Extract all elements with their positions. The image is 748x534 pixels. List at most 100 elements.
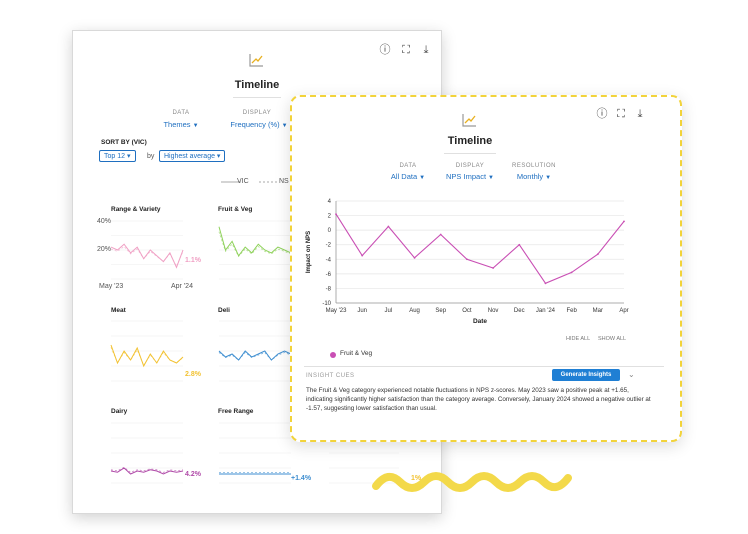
generate-insights-button[interactable]: Generate Insights (552, 369, 620, 381)
x-tick-label: Dec (514, 308, 525, 314)
nps-timeline-card: ⓘ ⛶ ⤓ Timeline DATA All Data ▼ DISPLAY NP… (290, 95, 682, 442)
mini-series-dashed-line (110, 347, 184, 367)
data-point (387, 225, 390, 228)
data-point (361, 254, 364, 257)
y-tick-label: -10 (322, 301, 331, 307)
multiple-title-deli: Deli (218, 307, 230, 314)
x-axis-title: Date (473, 318, 487, 325)
data-dropdown[interactable]: Themes ▼ (163, 120, 199, 129)
sort-by-text: by (147, 153, 155, 160)
data-point (596, 253, 599, 256)
card-title: Timeline (234, 79, 280, 91)
sort-order-dropdown[interactable]: Highest average ▾ (159, 150, 226, 162)
expand-icon[interactable]: ⛶ (617, 108, 625, 120)
legend-ns: NS (279, 178, 289, 185)
data-label: DATA (399, 163, 417, 169)
download-icon[interactable]: ⤓ (423, 44, 429, 56)
mini-series-dashed-line (218, 351, 292, 361)
multiple-title-free-range: Free Range (218, 408, 254, 415)
x-tick-label: Mar (593, 308, 603, 314)
multiple-title-range-variety: Range & Variety (111, 206, 161, 213)
x-tick-label: May '23 (326, 308, 347, 314)
data-point (570, 271, 573, 274)
data-label: DATA (172, 110, 190, 116)
multiple-title-fruit-veg: Fruit & Veg (218, 206, 253, 213)
series-line-fruit-veg (335, 213, 625, 284)
legend-ns-swatch (259, 181, 279, 183)
resolution-label: RESOLUTION (511, 163, 556, 169)
x-tick-label: Feb (566, 308, 577, 314)
y-tick-label: 4 (328, 199, 332, 205)
info-icon[interactable]: ⓘ (379, 44, 391, 56)
legend-fruit-veg-swatch (330, 352, 336, 358)
collapse-chevron-icon[interactable]: ⌄ (628, 370, 635, 379)
axis-20-label: 20% (97, 246, 112, 253)
multiple-title-meat: Meat (111, 307, 126, 314)
info-icon[interactable]: ⓘ (596, 108, 608, 120)
multiple-end-label-free-range: +1.4% (291, 475, 312, 482)
x-tick-label: Apr (619, 308, 628, 314)
axis-end-label: Apr '24 (171, 283, 193, 290)
x-tick-label: Jul (385, 308, 393, 314)
data-point (623, 220, 625, 223)
multiple-end-label-dairy: 4.2% (185, 471, 201, 478)
display-dropdown[interactable]: Frequency (%) ▼ (230, 120, 288, 129)
title-underline (444, 153, 496, 154)
x-tick-label: Jan '24 (536, 308, 556, 314)
y-axis-title: Impact on NPS (306, 231, 312, 273)
decorative-squiggle (372, 472, 572, 492)
mini-series-line (110, 467, 184, 475)
display-dropdown[interactable]: NPS Impact ▼ (446, 172, 494, 181)
data-point (492, 267, 494, 269)
insight-divider (304, 366, 664, 367)
x-tick-label: Sep (435, 308, 446, 314)
multiple-end-label-range-variety: 1.1% (185, 257, 201, 264)
multiple-end-label-meat: 2.8% (185, 371, 201, 378)
data-point (335, 213, 337, 216)
insight-description: The Fruit & Veg category experienced not… (306, 387, 651, 412)
mini-series-dashed-line (218, 231, 292, 258)
display-label: DISPLAY (455, 163, 485, 169)
title-underline (233, 97, 281, 98)
y-tick-label: -4 (326, 257, 332, 263)
insight-cues-title: INSIGHT CUES (306, 373, 355, 379)
data-point (439, 233, 442, 236)
sort-label: SORT BY (VIC) (101, 139, 147, 146)
data-point (544, 282, 547, 285)
axis-40-label: 40% (97, 218, 112, 225)
y-tick-label: -8 (326, 286, 332, 292)
line-chart-icon (249, 54, 263, 67)
hide-all-button[interactable]: HIDE ALL (566, 336, 591, 342)
card-title: Timeline (447, 135, 493, 147)
mini-series-line (218, 226, 292, 257)
data-dropdown[interactable]: All Data ▼ (390, 172, 426, 181)
expand-icon[interactable]: ⛶ (402, 44, 410, 56)
y-tick-label: -6 (326, 272, 332, 278)
top-n-dropdown[interactable]: Top 12 ▾ (99, 150, 136, 162)
data-point (413, 256, 416, 259)
mini-series-dashed-line (110, 466, 184, 473)
resolution-dropdown[interactable]: Monthly ▼ (516, 172, 552, 181)
x-tick-label: Oct (462, 308, 472, 314)
multiple-title-dairy: Dairy (111, 408, 128, 415)
data-point (518, 243, 521, 246)
legend-vic-swatch (221, 181, 241, 183)
line-chart-icon (462, 114, 476, 127)
display-label: DISPLAY (242, 110, 272, 116)
legend-fruit-veg[interactable]: Fruit & Veg (340, 350, 373, 357)
x-tick-label: Jun (357, 308, 367, 314)
y-tick-label: 0 (328, 228, 332, 234)
download-icon[interactable]: ⤓ (637, 108, 643, 120)
legend-vic: VIC (237, 178, 249, 185)
mini-series-line (218, 350, 292, 361)
x-tick-label: Nov (488, 308, 499, 314)
mini-series-dashed-line (110, 245, 184, 268)
y-tick-label: 2 (328, 214, 332, 220)
axis-start-label: May '23 (99, 283, 124, 290)
data-point (466, 258, 468, 261)
peek-end-label: 1% (411, 475, 422, 482)
y-tick-label: -2 (326, 243, 332, 249)
show-all-button[interactable]: SHOW ALL (598, 336, 627, 342)
x-tick-label: Aug (409, 308, 420, 314)
